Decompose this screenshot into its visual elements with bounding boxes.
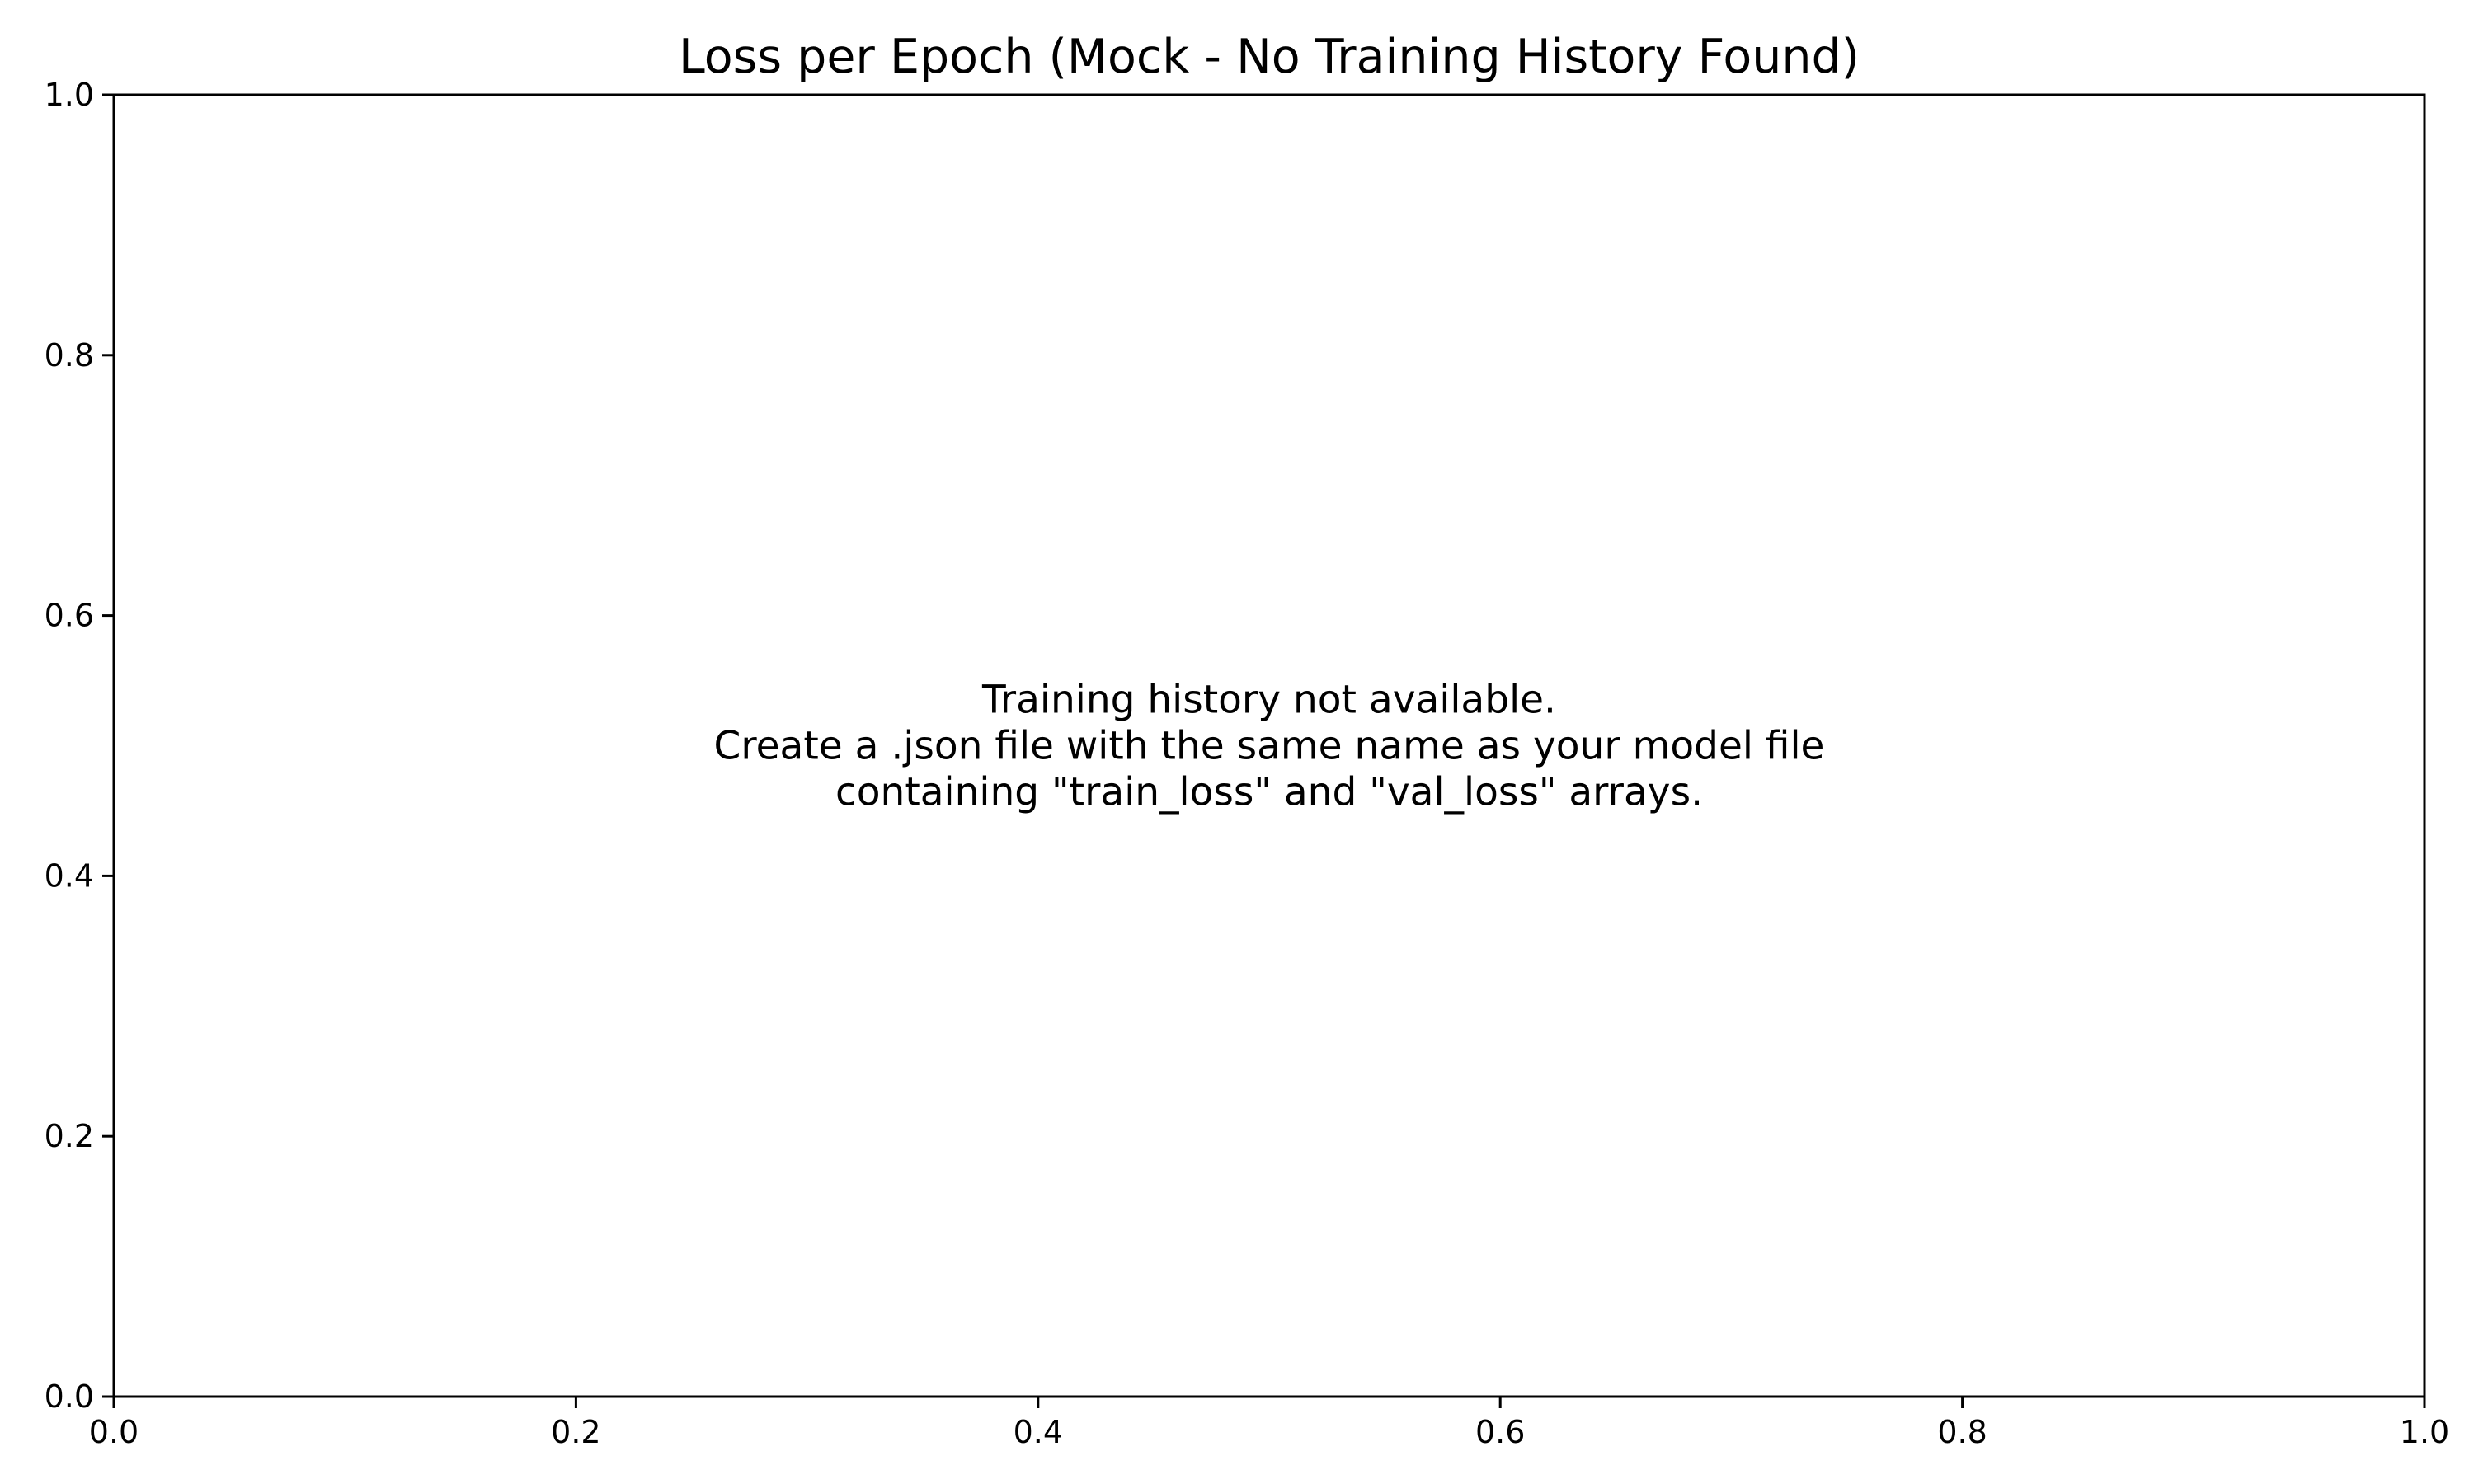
x-tick-label: 0.8 [1937,1414,1987,1450]
x-tick-label: 1.0 [2400,1414,2449,1450]
y-tick-label: 0.0 [45,1378,94,1415]
annotation-text: Training history not available.Create a … [714,678,1825,815]
x-tick-label: 0.4 [1014,1414,1063,1450]
tick-marks: 0.0 0.2 0.4 0.6 0.8 1.0 0.0 0.2 0.4 0.6 0.8 1.0 [45,77,2450,1450]
annotation-line: Create a .json file with the same name a… [714,724,1825,769]
y-tick-label: 0.2 [45,1118,94,1154]
x-tick-label: 0.2 [551,1414,600,1450]
y-tick-label: 1.0 [45,77,94,113]
chart-title: Loss per Epoch (Mock - No Training Histo… [679,30,1860,84]
x-tick-label: 0.0 [89,1414,139,1450]
y-tick-label: 0.4 [45,857,94,894]
x-tick-label: 0.6 [1475,1414,1525,1450]
axes-area [112,93,2426,1398]
annotation-line: Training history not available. [981,678,1556,723]
y-tick-label: 0.6 [45,598,94,634]
y-tick-label: 0.8 [45,337,94,373]
annotation-line: containing "train_loss" and "val_loss" a… [835,770,1703,815]
